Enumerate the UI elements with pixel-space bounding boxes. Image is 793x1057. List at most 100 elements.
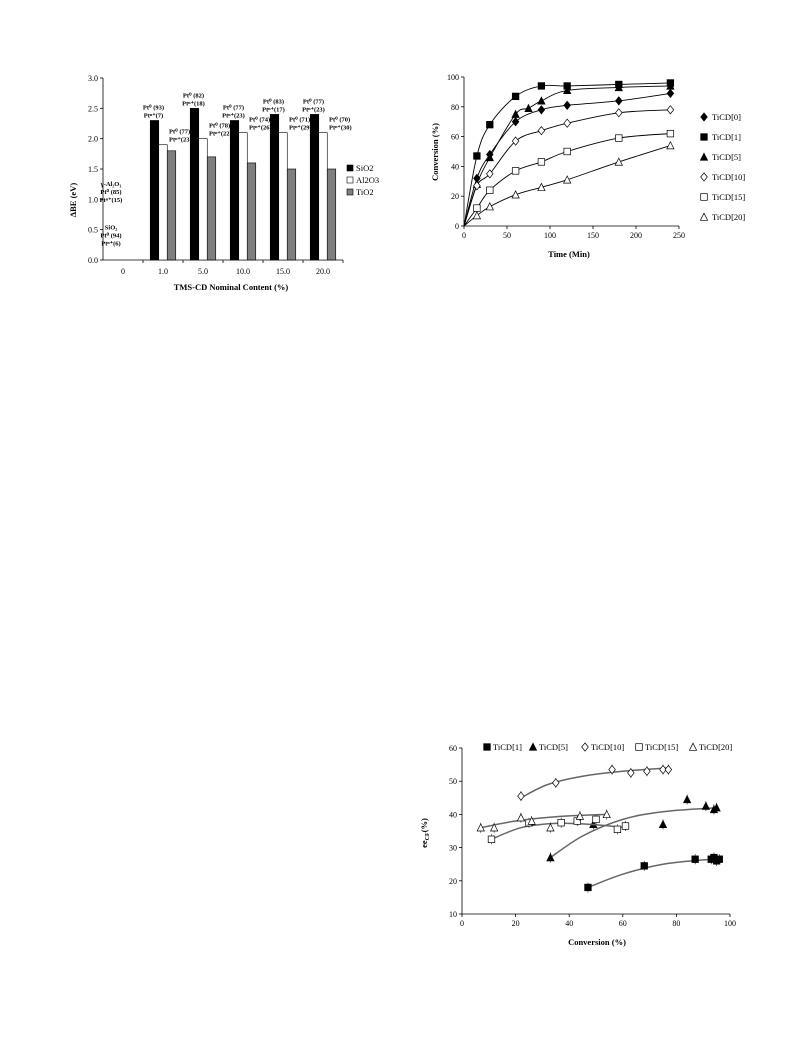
line-series-ticd[0] (463, 92, 671, 227)
legend-label-sio2: SiO2 (356, 163, 373, 173)
point-ticd[1] (715, 855, 723, 863)
bar-annotation-al2o3-baseline: γ-Al₂O₃ (100, 181, 122, 188)
point-ticd[1] (640, 862, 648, 870)
point-ticd[10] (552, 778, 560, 788)
scatter-chart-ee-conversion: 10 20 30 40 50 60 0 20 40 60 80 100 eeCF(%) Convers… (419, 742, 736, 947)
point-ticd[5] (658, 819, 668, 829)
bar-annotation-sio2: Ptⁿ⁺(23) (302, 106, 325, 113)
bar-al2o3-5.0 (198, 138, 208, 261)
bar-annotation-sio2: Pt⁰ (77) (223, 103, 244, 111)
point-ticd[10] (537, 125, 546, 136)
bar-annotation-sio2: Ptⁿ⁺(17) (262, 106, 285, 113)
bar-chart-y-tick-label: 0.0 (88, 256, 98, 265)
line-chart-xlabel: Time (Min) (548, 249, 590, 259)
bar-annotation-al2o3: Pt⁰ (77) (169, 128, 190, 136)
bar-annotation-al2o3-baseline: Pt⁰ (85) (100, 188, 121, 196)
bar-annotation-al2o3: Ptⁿ⁺(22) (209, 131, 232, 138)
bar-sio2-5.0 (189, 108, 200, 261)
bar-annotation-sio2: Ptⁿ⁺(23) (222, 112, 245, 119)
fit-curve-ticd[5] (550, 807, 717, 859)
point-ticd[20] (575, 811, 585, 820)
bar-annotation-al2o3-baseline: Ptⁿ⁺(15) (100, 197, 123, 204)
point-ticd[5] (563, 85, 572, 95)
bar-annotation-al2o3: Pt⁰ (71) (289, 116, 310, 124)
point-ticd[10] (615, 108, 623, 118)
bar-annotation-sio2-baseline: SiO₂ (105, 225, 117, 232)
bar-annotation-sio2: Ptⁿ⁺(18) (182, 100, 205, 107)
legend-swatch-al2o3 (346, 176, 354, 184)
point-ticd[5] (712, 803, 721, 812)
bar-chart-plot-area: 0.0 0.5 1.0 1.5 2.0 2.5 3.0 0 1.0 Pt⁰ (93)Ptⁿ⁺(7)… (88, 74, 352, 276)
point-ticd[10] (659, 764, 667, 775)
legend-label-ticd[10]: TiCD[10] (591, 742, 624, 752)
bar-annotation-al2o3: Pt⁰ (70) (329, 116, 350, 124)
point-ticd[20] (537, 182, 546, 191)
scatter-chart-y-tick-label: 10 (449, 910, 457, 919)
bar-annotation-al2o3: Ptⁿ⁺(29) (289, 125, 312, 132)
line-chart-ylabel: Conversion (%) (430, 123, 440, 181)
bar-al2o3-1.0 (158, 144, 168, 261)
point-ticd[1] (511, 92, 520, 101)
point-ticd[10] (511, 136, 520, 146)
point-ticd[10] (473, 181, 481, 191)
bar-chart-delta-be: 0.0 0.5 1.0 1.5 2.0 2.5 3.0 0 1.0 Pt⁰ (93)Ptⁿ⁺(7)… (68, 74, 379, 292)
legend-marker-ticd[15] (700, 193, 708, 201)
point-ticd[15] (666, 129, 675, 138)
point-ticd[0] (511, 117, 520, 127)
legend-label-ticd[10]: TiCD[10] (712, 172, 745, 182)
point-ticd[15] (615, 134, 623, 142)
bar-chart-xlabel: TMS-CD Nominal Content (%) (174, 282, 289, 292)
bar-annotation-sio2: Pt⁰ (77) (303, 97, 324, 105)
bar-annotation-sio2: Pt⁰ (83) (263, 97, 284, 105)
scatter-chart-ylabel: eeCF(%) (419, 818, 431, 848)
point-ticd[20] (489, 823, 499, 832)
scatter-chart-y-tick-label: 20 (449, 877, 457, 886)
bar-sio2-1.0 (149, 120, 160, 261)
point-ticd[5] (701, 801, 711, 810)
scatter-chart-y-tick-label: 60 (449, 744, 457, 753)
line-chart-y-tick-label: 20 (451, 192, 459, 201)
point-ticd[5] (666, 81, 675, 90)
bar-annotation-sio2: Pt⁰ (93) (143, 103, 164, 111)
legend-label-ticd[5]: TiCD[5] (712, 152, 741, 162)
point-ticd[1] (486, 121, 494, 129)
fit-curve-ticd[10] (520, 767, 669, 799)
bar-al2o3-10.0 (238, 132, 248, 261)
bar-chart-x-tick-label: 10.0 (236, 267, 250, 276)
bar-annotation-sio2: Ptⁿ⁺(7) (144, 112, 163, 119)
point-ticd[20] (563, 175, 572, 184)
line-chart-plot-area: 0 20 40 60 80 100 0 50 100 150 200 250 (447, 73, 685, 240)
point-ticd[10] (517, 791, 525, 801)
scatter-chart-legend: TiCD[1] TiCD[5] TiCD[10] TiCD[15] TiCD[20] (483, 742, 732, 752)
bar-annotation-sio2-baseline: Pt⁰ (94) (100, 232, 121, 240)
line-chart-y-tick-label: 100 (447, 73, 459, 82)
legend-label-ticd[20]: TiCD[20] (699, 742, 732, 752)
bar-tio2-15.0 (286, 168, 297, 261)
line-chart-conversion-time: 0 20 40 60 80 100 0 50 100 150 200 250 Conversion (… (430, 73, 745, 259)
scatter-chart-xlabel: Conversion (%) (568, 937, 626, 947)
legend-label-ticd[1]: TiCD[1] (493, 742, 522, 752)
fit-curve-ticd[15] (491, 822, 626, 840)
legend-swatch-tio2 (346, 188, 354, 196)
point-ticd[15] (563, 147, 571, 156)
legend-marker-ticd[20] (699, 212, 709, 221)
point-ticd[10] (608, 764, 616, 775)
point-ticd[15] (592, 815, 600, 824)
line-chart-y-tick-label: 80 (451, 103, 459, 112)
point-ticd[5] (485, 152, 494, 162)
scatter-chart-x-tick-label: 60 (619, 919, 627, 928)
legend-marker-ticd[10] (700, 172, 708, 182)
bar-chart-x-tick-label: 1.0 (158, 267, 168, 276)
bar-al2o3-15.0 (278, 132, 288, 261)
point-ticd[15] (511, 167, 520, 175)
line-chart-x-tick-label: 0 (462, 231, 466, 240)
point-ticd[5] (682, 794, 692, 804)
scatter-chart-y-tick-label: 50 (449, 777, 457, 786)
point-ticd[1] (473, 152, 481, 160)
legend-swatch-sio2 (346, 164, 354, 172)
bar-annotation-al2o3: Pt⁰ (74) (249, 116, 270, 124)
bar-chart-x-tick-label: 20.0 (316, 267, 330, 276)
bar-annotation-al2o3: Ptⁿ⁺(26) (249, 125, 272, 132)
legend-label-tio2: TiO2 (356, 187, 374, 197)
line-chart-y-tick-label: 40 (451, 162, 459, 171)
